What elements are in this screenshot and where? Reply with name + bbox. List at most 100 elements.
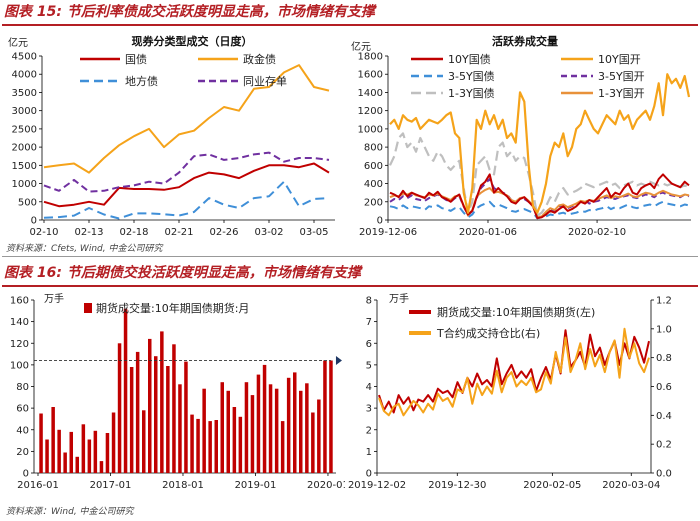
bar	[184, 361, 188, 473]
y-tick-label: 60	[16, 404, 29, 415]
chart-title: 现券分类型成交（日度）	[132, 34, 253, 48]
y-tick-label: 0.6	[656, 382, 672, 393]
y-tick-label: 200	[364, 197, 383, 208]
bar	[238, 416, 243, 473]
y-tick-label: 4000	[12, 70, 37, 81]
bar	[214, 420, 218, 473]
x-tick-label: 2019-12-02	[348, 480, 406, 491]
bar	[226, 390, 230, 473]
bar	[142, 410, 146, 473]
series-line	[378, 329, 650, 414]
bar	[123, 308, 128, 473]
y-tick-label: 4500	[12, 52, 37, 63]
bar	[172, 344, 176, 473]
x-tick-label: 03-05	[299, 227, 328, 238]
bar	[250, 395, 255, 473]
chart-bond-turnover: 亿元 现券分类型成交（日度） 0 500 1000 1500 2000 2500 3000 350…	[8, 34, 335, 238]
x-tick-label: 2020-01-06	[459, 227, 517, 238]
y-tick-label: 0	[31, 216, 37, 227]
y-tick-label: 1	[366, 447, 372, 458]
figure-label: 图表 15:	[4, 4, 62, 20]
y-tick-label: 80	[16, 382, 29, 393]
bar	[256, 374, 261, 473]
y-tick-label: 7	[366, 317, 372, 328]
x-tick-label: 03-02	[254, 227, 283, 238]
y-tick-label: 1600	[358, 70, 383, 81]
y-tick-label: 140	[10, 317, 29, 328]
chart-active-bond-volume: 亿元 活跃券成交量 0 200 400 600 800 1000 1200 1400 1600 180…	[351, 34, 691, 238]
y-unit: 亿元	[8, 36, 28, 49]
y-unit: 万手	[44, 292, 64, 305]
chart-title: 活跃券成交量	[492, 34, 558, 48]
legend-label: 国债	[125, 52, 147, 66]
source-note-16: 资料来源：Wind, 中金公司研究	[6, 507, 134, 517]
legend-label: 10Y国债	[448, 52, 491, 66]
bar	[202, 388, 206, 473]
x-tick-label: 2017-01	[90, 480, 132, 491]
y-tick-label: 0.2	[656, 440, 672, 451]
y-tick-label: 1200	[358, 106, 383, 117]
x-tick-label: 2019-12-30	[428, 480, 486, 491]
legend-label: 3-5Y国债	[448, 69, 495, 83]
y-tick-label: 1400	[358, 88, 383, 99]
y-unit: 万手	[389, 292, 409, 305]
y-tick-label: 3500	[12, 88, 37, 99]
figure-title-15: 图表 15: 节后利率债成交活跃度明显走高，市场情绪有支撑	[4, 1, 375, 23]
series-line	[378, 327, 650, 417]
y-unit: 亿元	[351, 40, 371, 53]
x-tick-label: 2020-02-05	[523, 480, 581, 491]
source-note-15: 资料来源：Cfets, Wind, 中金公司研究	[6, 244, 163, 254]
y-tick-label: 1000	[358, 124, 383, 135]
x-tick-label: 02-13	[74, 227, 103, 238]
series-line	[43, 151, 330, 193]
y-tick-label: 2500	[12, 124, 37, 135]
bar	[262, 364, 267, 473]
y-tick-label: 400	[364, 179, 383, 190]
figure-heading: 节后期债交投活跃度明显走高，市场情绪有支撑	[66, 265, 361, 281]
legend-label: 期货成交量:10年期国债期货(左)	[437, 305, 595, 319]
y-tick-label: 800	[364, 143, 383, 154]
bar	[311, 412, 315, 473]
bar	[75, 456, 79, 473]
figure-label: 图表 16:	[4, 265, 62, 281]
y-tick-label: 6	[366, 339, 372, 350]
bar	[135, 351, 140, 473]
x-tick-label: 2020-02-10	[568, 227, 626, 238]
bar	[317, 399, 321, 473]
x-tick-label: 02-18	[119, 227, 148, 238]
x-tick-label: 2020-01	[307, 480, 345, 491]
legend-label: 3-5Y国开	[598, 70, 645, 83]
bar	[329, 360, 333, 473]
legend-label: 10Y国开	[598, 53, 641, 66]
title-rule	[2, 24, 698, 26]
bar	[148, 338, 152, 473]
bar	[274, 388, 279, 473]
y-tick-label: 0	[23, 469, 29, 480]
bar	[39, 413, 43, 473]
bar	[105, 433, 110, 473]
bar	[244, 382, 249, 473]
y-tick-label: 1800	[358, 52, 383, 63]
y-tick-label: 3	[366, 404, 372, 415]
y-tick-label: 4	[366, 382, 372, 393]
bar	[305, 383, 309, 473]
y-tick-label: 120	[10, 339, 29, 350]
divider	[2, 256, 698, 257]
y-tick-label: 160	[10, 296, 29, 307]
series-line	[389, 73, 691, 214]
bar	[232, 407, 237, 473]
y-tick-label: 100	[10, 360, 29, 371]
series-line	[43, 180, 330, 220]
legend-label: 政金债	[243, 52, 276, 66]
y-tick-label: 3000	[12, 106, 37, 117]
legend-label: 期货成交量:10年期国债期货:月	[96, 301, 249, 315]
series-line	[43, 64, 330, 174]
legend-label: 地方债	[125, 74, 158, 88]
bar	[154, 356, 158, 473]
y-tick-label: 20	[16, 447, 29, 458]
x-tick-label: 2019-12-06	[359, 227, 417, 238]
y-tick-label: 600	[364, 161, 383, 172]
legend-label: T合约成交持仓比(右)	[436, 326, 540, 340]
legend-label: 1-3Y国开	[598, 87, 645, 100]
y-tick-label: 1000	[12, 179, 37, 190]
